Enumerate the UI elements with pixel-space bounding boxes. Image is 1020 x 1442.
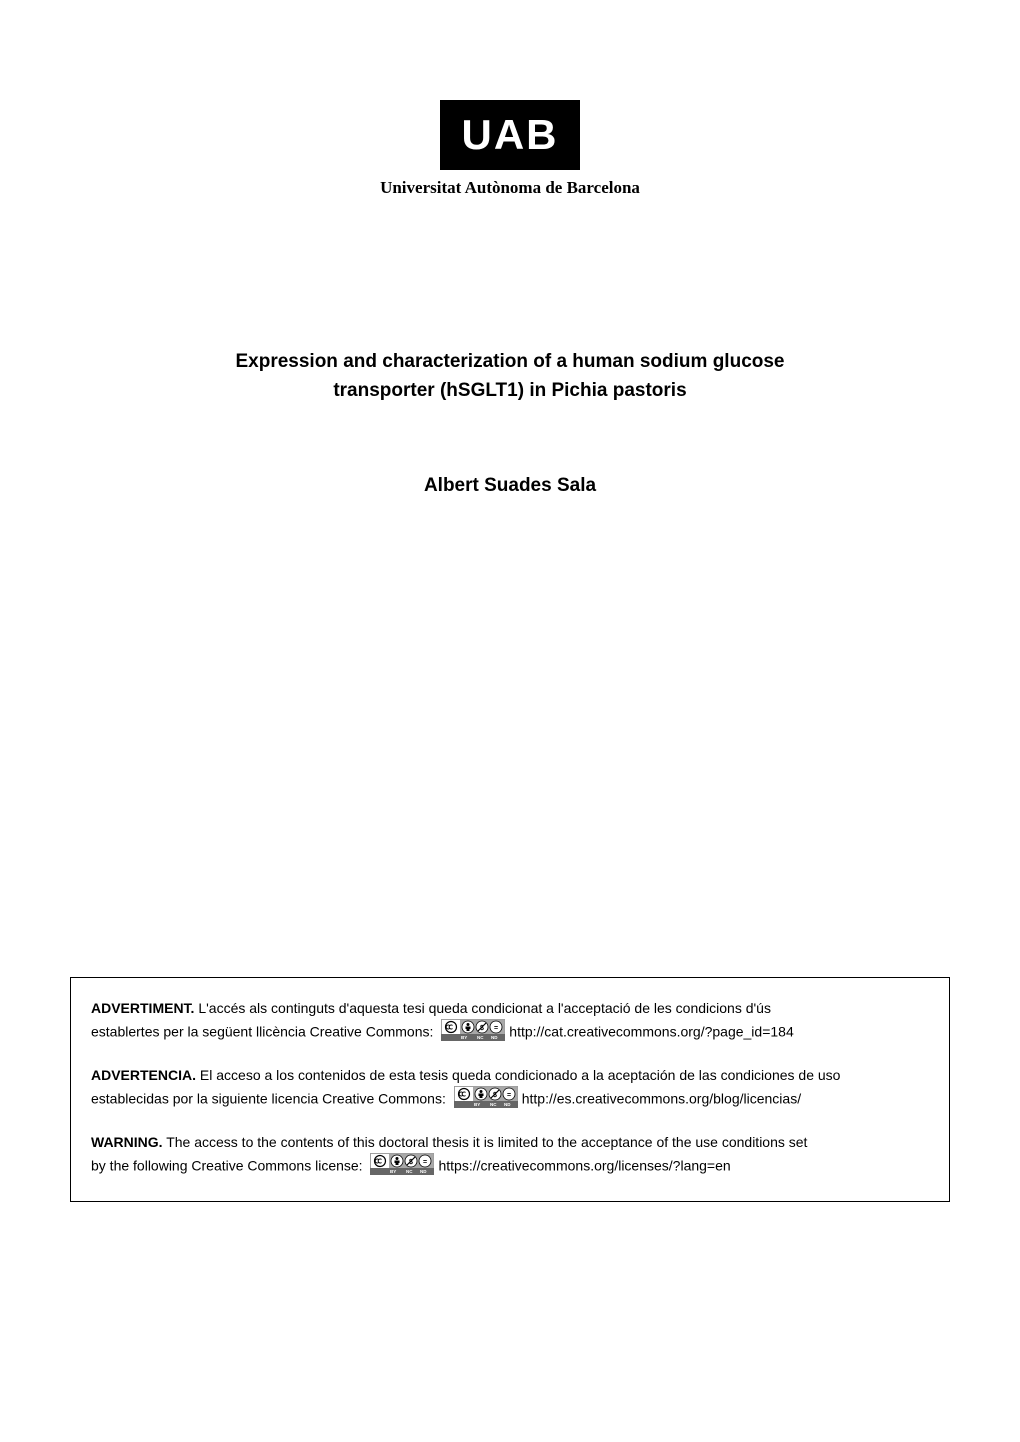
university-name: Universitat Autònoma de Barcelona — [380, 178, 640, 198]
warning-label: WARNING. — [91, 1134, 163, 1150]
advertiment-url[interactable]: http://cat.creativecommons.org/?page_id=… — [509, 1024, 793, 1040]
advertencia-text-1: El acceso a los contenidos de esta tesis… — [196, 1067, 840, 1083]
advertencia-label: ADVERTENCIA. — [91, 1067, 196, 1083]
advertencia-url[interactable]: http://es.creativecommons.org/blog/licen… — [522, 1091, 801, 1107]
advertencia-text-2a: establecidas por la siguiente licencia C… — [91, 1091, 450, 1107]
thesis-title-section: Expression and characterization of a hum… — [70, 348, 950, 405]
cc-by-nc-nd-icon — [370, 1153, 434, 1181]
uab-logo-block: UAB — [440, 100, 580, 170]
notice-warning: WARNING. The access to the contents of t… — [91, 1132, 929, 1181]
author-name: Albert Suades Sala — [70, 475, 950, 497]
advertiment-text-2a: establertes per la següent llicència Cre… — [91, 1024, 437, 1040]
cc-by-nc-nd-icon — [454, 1086, 518, 1114]
license-notice-box: ADVERTIMENT. L'accés als continguts d'aq… — [70, 977, 950, 1202]
thesis-title-line1: Expression and characterization of a hum… — [70, 348, 950, 377]
notice-advertiment: ADVERTIMENT. L'accés als continguts d'aq… — [91, 998, 929, 1047]
uab-logo-acronym: UAB — [462, 111, 559, 159]
advertiment-label: ADVERTIMENT. — [91, 1000, 194, 1016]
thesis-title-line2: transporter (hSGLT1) in Pichia pastoris — [70, 377, 950, 406]
warning-text-2a: by the following Creative Commons licens… — [91, 1158, 366, 1174]
logo-section: UAB Universitat Autònoma de Barcelona — [70, 100, 950, 198]
author-section: Albert Suades Sala — [70, 475, 950, 497]
warning-url[interactable]: https://creativecommons.org/licenses/?la… — [438, 1158, 730, 1174]
notice-advertencia: ADVERTENCIA. El acceso a los contenidos … — [91, 1065, 929, 1114]
advertiment-text-1: L'accés als continguts d'aquesta tesi qu… — [194, 1000, 771, 1016]
warning-text-1: The access to the contents of this docto… — [163, 1134, 808, 1150]
thesis-cover-page: UAB Universitat Autònoma de Barcelona Ex… — [0, 0, 1020, 1442]
cc-by-nc-nd-icon — [441, 1019, 505, 1047]
